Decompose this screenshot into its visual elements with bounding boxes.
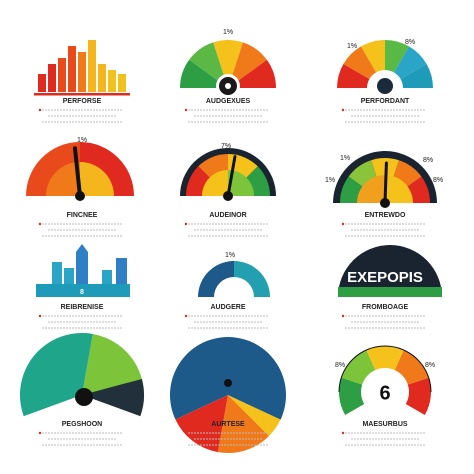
gauge-segment [82,378,144,417]
hub [224,379,232,387]
bar-shape [48,64,56,92]
gauge-segment [175,395,228,453]
gauge-segment [189,42,228,88]
gauge-mark-label: 8% [433,177,443,184]
gauge-segment [202,170,228,196]
gauge-segment [217,395,270,453]
gauge-mark-label: 1% [325,177,335,184]
gauge-segment [46,162,80,196]
icons [34,40,130,297]
gauge-mark-label: 1% [347,43,357,50]
gauge-segment [228,42,267,88]
bullet [184,314,188,318]
bullet [184,431,188,435]
bullet [184,222,188,226]
bar-shape [116,258,127,284]
gauge-segment [170,337,286,420]
gauge-mark-label: 8% [380,247,390,254]
gauge-mark-label: 8% [425,362,435,369]
tile-label: AUDGERE [210,304,245,311]
gauge-segment [20,333,93,417]
bar-shape [58,58,66,92]
gauge-segment [357,175,385,203]
gauge-mark-label: 1% [340,155,350,162]
bullet [341,222,345,226]
bullet [38,314,42,318]
gauge-band [338,287,442,297]
bar-shape [36,284,130,297]
gauge-segment [228,59,276,88]
bullet [38,431,42,435]
needle [226,155,237,198]
baseline [34,93,130,96]
tile-label: PERFORDANT [361,98,410,105]
gauge-segment [180,59,228,88]
needle [72,146,82,198]
bar-shape [38,74,46,92]
bar-shape [78,52,86,92]
bar-shape [68,46,76,92]
bar-shape [88,40,96,92]
bullet [341,108,345,112]
gauge-segment [23,395,141,457]
bar-shape [108,70,116,92]
tile-label: PERFORSE [63,98,102,105]
bullet [341,431,345,435]
tile-label: REIBRENISE [61,304,104,311]
gauge-mark-label: 8% [335,362,345,369]
bullet [341,314,345,318]
hub [75,388,93,406]
gauge-mark-label: 7% [221,143,231,150]
bullet [38,108,42,112]
needle [383,161,388,205]
gauge-segment [228,170,254,196]
hub [361,368,409,416]
bar-shape [102,270,112,284]
gauge-mark-label: 8% [423,157,433,164]
bar-shape [52,262,62,284]
hub [223,191,233,201]
gauge-segment [228,395,283,420]
tile-label: AUDGEXUES [206,98,251,105]
gauge-mark-label: 1% [77,137,87,144]
bullet [184,108,188,112]
hub [380,198,390,208]
gauge-mark-label: 8 [80,289,84,296]
bar-shape [118,74,126,92]
bar-shape [64,268,74,284]
tile-label: AURTESE [211,421,245,428]
tile-label: PEGSHOON [62,421,102,428]
gauge-segment [213,40,243,88]
tile-label: MAESURBUS [362,421,407,428]
tile-label: ENTREWDO [365,212,406,219]
gauge-mark-label: EXEPOPIS [347,269,423,286]
gauge-mark-label: 6 [379,382,390,404]
hub [214,277,254,317]
bar-shape [76,244,88,284]
gauge-mark-label: 1% [223,29,233,36]
gauge-mark-label: 1% [225,252,235,259]
gauge-segment [385,175,413,203]
bar-shape [98,64,106,92]
bullet [38,222,42,226]
arc-outline [338,345,432,393]
gauge-segment [228,395,281,437]
hub [225,83,231,89]
hub [75,191,85,201]
tile-label: FROMBOAGE [362,304,409,311]
tile-label: AUDEINOR [209,212,246,219]
gauge-segment [80,162,114,196]
gauge-mark-label: 8% [405,39,415,46]
gauge-segment [338,245,442,297]
tile-label: FINCNEE [67,212,98,219]
hub [377,78,393,94]
